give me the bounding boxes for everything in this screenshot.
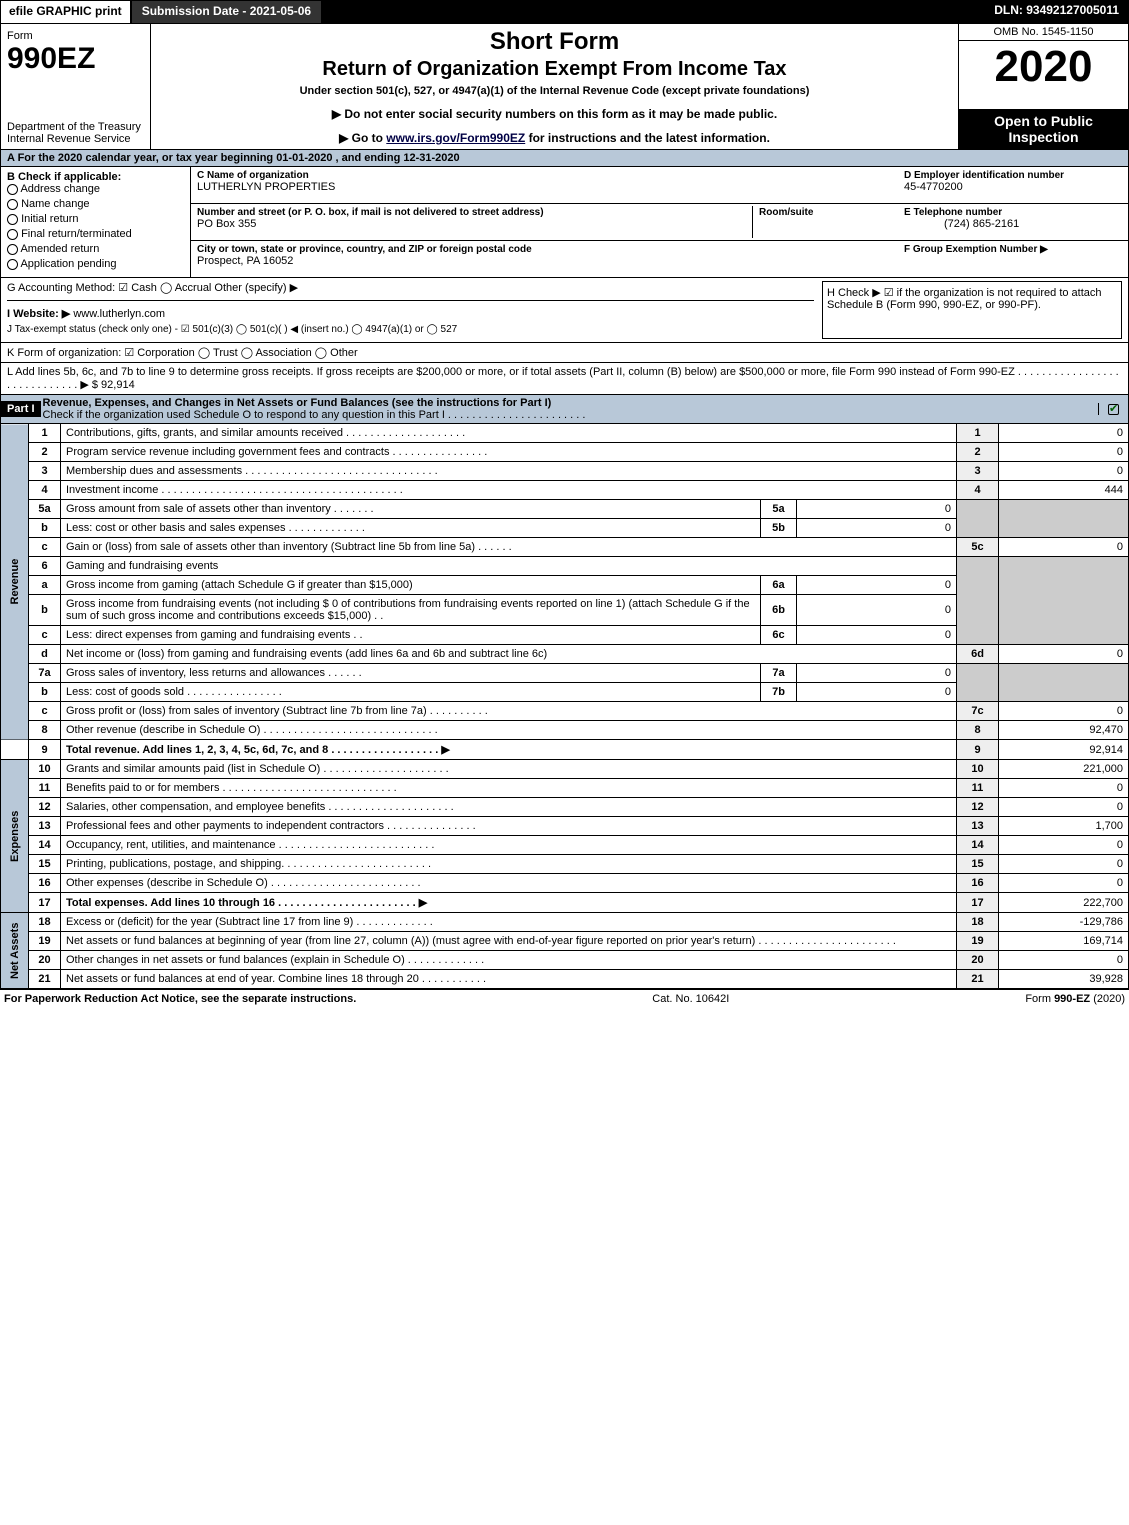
e-label: E Telephone number <box>904 207 1002 218</box>
form-identifier: Form 990EZ Department of the Treasury In… <box>1 24 151 149</box>
line-7c-amount: 0 <box>999 702 1129 721</box>
f-label: F Group Exemption Number ▶ <box>904 244 1048 255</box>
line-20-amount: 0 <box>999 951 1129 970</box>
irs-link[interactable]: www.irs.gov/Form990EZ <box>386 131 525 145</box>
line-21-amount: 39,928 <box>999 970 1129 989</box>
g-accounting-method: G Accounting Method: ☑ Cash ◯ Accrual Ot… <box>7 281 814 301</box>
form-note-1: ▶ Do not enter social security numbers o… <box>161 107 948 121</box>
net-assets-side-label: Net Assets <box>1 913 29 989</box>
part-i-header: Part I Revenue, Expenses, and Changes in… <box>0 395 1129 424</box>
phone-value: (724) 865-2161 <box>904 218 1019 230</box>
line-14-amount: 0 <box>999 836 1129 855</box>
line-12-amount: 0 <box>999 798 1129 817</box>
address-label: Number and street (or P. O. box, if mail… <box>197 207 544 218</box>
line-16-amount: 0 <box>999 874 1129 893</box>
tax-year: 2020 <box>959 41 1128 109</box>
city-label: City or town, state or province, country… <box>197 244 532 255</box>
form-title-2: Return of Organization Exempt From Incom… <box>161 58 948 81</box>
name-change-checkbox[interactable] <box>7 199 18 210</box>
open-to-public: Open to Public Inspection <box>959 109 1128 149</box>
form-title-block: Short Form Return of Organization Exempt… <box>151 24 958 149</box>
city-value: Prospect, PA 16052 <box>197 255 293 267</box>
row-a-tax-year: A For the 2020 calendar year, or tax yea… <box>0 150 1129 167</box>
line-7b-value: 0 <box>797 683 957 702</box>
line-11-amount: 0 <box>999 779 1129 798</box>
entity-name-address: C Name of organization LUTHERLYN PROPERT… <box>191 167 898 277</box>
line-17-amount: 222,700 <box>999 893 1129 913</box>
top-bar: efile GRAPHIC print Submission Date - 20… <box>0 0 1129 24</box>
line-4-amount: 444 <box>999 481 1129 500</box>
b-label: B Check if applicable: <box>7 171 184 183</box>
line-8-amount: 92,470 <box>999 721 1129 740</box>
j-tax-exempt: J Tax-exempt status (check only one) - ☑… <box>7 324 814 335</box>
page-footer: For Paperwork Reduction Act Notice, see … <box>0 989 1129 1008</box>
line-13-amount: 1,700 <box>999 817 1129 836</box>
part-i-subtitle: Check if the organization used Schedule … <box>43 409 586 421</box>
i-website-label: I Website: ▶ <box>7 308 70 320</box>
form-number: 990EZ <box>7 42 95 75</box>
form-word: Form <box>7 30 33 42</box>
org-name: LUTHERLYN PROPERTIES <box>197 181 335 193</box>
h-schedule-b-box: H Check ▶ ☑ if the organization is not r… <box>822 281 1122 339</box>
omb-number: OMB No. 1545-1150 <box>959 24 1128 41</box>
ein-value: 45-4770200 <box>904 181 963 193</box>
l-gross-receipts: L Add lines 5b, 6c, and 7b to line 9 to … <box>0 363 1129 395</box>
department-label: Department of the Treasury Internal Reve… <box>7 121 144 145</box>
address-value: PO Box 355 <box>197 218 256 230</box>
form-right-block: OMB No. 1545-1150 2020 Open to Public In… <box>958 24 1128 149</box>
website-value: www.lutherlyn.com <box>73 308 165 320</box>
dln-label: DLN: 93492127005011 <box>984 0 1129 24</box>
footer-cat-no: Cat. No. 10642I <box>652 993 729 1005</box>
address-change-checkbox[interactable] <box>7 184 18 195</box>
line-19-amount: 169,714 <box>999 932 1129 951</box>
efile-print-button[interactable]: efile GRAPHIC print <box>0 0 131 24</box>
line-2-amount: 0 <box>999 443 1129 462</box>
line-6a-value: 0 <box>797 576 957 595</box>
line-3-amount: 0 <box>999 462 1129 481</box>
schedule-o-checkbox[interactable] <box>1108 404 1119 415</box>
application-pending-checkbox[interactable] <box>7 259 18 270</box>
c-label: C Name of organization <box>197 170 309 181</box>
section-b-checkboxes: B Check if applicable: Address change Na… <box>1 167 191 277</box>
form-note-2: ▶ Go to www.irs.gov/Form990EZ for instru… <box>161 131 948 145</box>
line-6b-value: 0 <box>797 595 957 626</box>
line-6d-amount: 0 <box>999 645 1129 664</box>
suite-label: Room/suite <box>759 207 813 218</box>
line-5c-amount: 0 <box>999 538 1129 557</box>
line-9-amount: 92,914 <box>999 740 1129 760</box>
entity-block: B Check if applicable: Address change Na… <box>0 167 1129 278</box>
form-subtitle: Under section 501(c), 527, or 4947(a)(1)… <box>161 85 948 97</box>
expenses-side-label: Expenses <box>1 760 29 913</box>
form-header: Form 990EZ Department of the Treasury In… <box>0 24 1129 150</box>
line-5b-value: 0 <box>797 519 957 538</box>
line-6c-value: 0 <box>797 626 957 645</box>
part-i-title: Revenue, Expenses, and Changes in Net As… <box>43 397 552 409</box>
part-i-label: Part I <box>1 401 41 417</box>
part-i-table: Revenue 1 Contributions, gifts, grants, … <box>0 424 1129 989</box>
footer-form-ref: Form 990-EZ (2020) <box>1025 993 1125 1005</box>
form-title-1: Short Form <box>161 28 948 56</box>
line-15-amount: 0 <box>999 855 1129 874</box>
line-1-amount: 0 <box>999 424 1129 443</box>
submission-date: Submission Date - 2021-05-06 <box>131 0 322 24</box>
accounting-website-block: G Accounting Method: ☑ Cash ◯ Accrual Ot… <box>0 278 1129 343</box>
line-10-amount: 221,000 <box>999 760 1129 779</box>
initial-return-checkbox[interactable] <box>7 214 18 225</box>
amended-return-checkbox[interactable] <box>7 244 18 255</box>
d-label: D Employer identification number <box>904 170 1064 181</box>
k-form-organization: K Form of organization: ☑ Corporation ◯ … <box>0 343 1129 363</box>
revenue-side-label: Revenue <box>1 424 29 740</box>
line-18-amount: -129,786 <box>999 913 1129 932</box>
footer-left: For Paperwork Reduction Act Notice, see … <box>4 993 356 1005</box>
final-return-checkbox[interactable] <box>7 229 18 240</box>
line-5a-value: 0 <box>797 500 957 519</box>
line-7a-value: 0 <box>797 664 957 683</box>
entity-right-block: D Employer identification number 45-4770… <box>898 167 1128 277</box>
